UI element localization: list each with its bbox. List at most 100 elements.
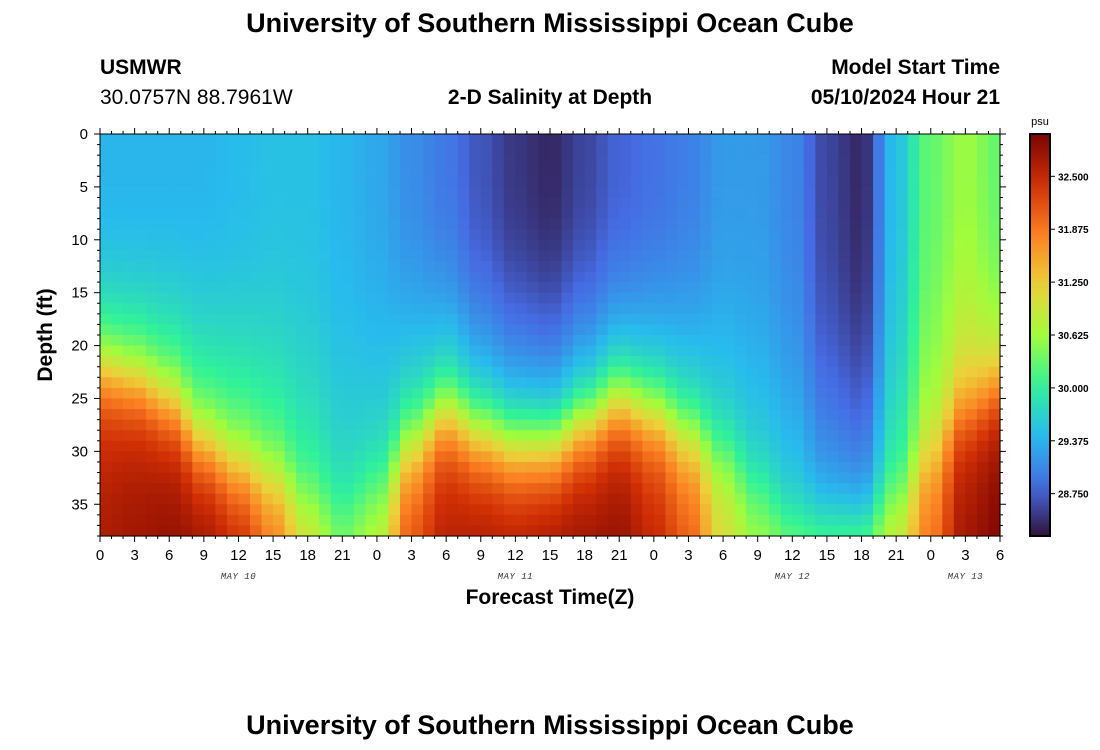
heatmap-cell [815, 292, 828, 304]
heatmap-cell [746, 144, 759, 156]
heatmap-cell [388, 335, 401, 347]
heatmap-cell [411, 504, 424, 516]
heatmap-cell [411, 398, 424, 410]
heatmap-cell [434, 504, 447, 516]
heatmap-cell [111, 366, 124, 378]
heatmap-cell [700, 303, 713, 315]
heatmap-cell [180, 387, 193, 400]
heatmap-cell [515, 345, 528, 357]
heatmap-cell [653, 345, 666, 357]
heatmap-cell [711, 356, 724, 368]
heatmap-cell [284, 218, 297, 230]
heatmap-cell [342, 155, 355, 167]
heatmap-cell [480, 208, 493, 220]
heatmap-cell [815, 461, 828, 474]
heatmap-cell [619, 176, 632, 188]
heatmap-cell [446, 430, 459, 442]
heatmap-cell [238, 493, 251, 505]
heatmap-cell [388, 377, 401, 389]
heatmap-cell [411, 208, 424, 220]
heatmap-cell [584, 504, 597, 516]
heatmap-cell [284, 292, 297, 304]
heatmap-cell [965, 472, 978, 484]
heatmap-cell [676, 260, 690, 273]
heatmap-cell [111, 387, 124, 400]
heatmap-cell [434, 303, 447, 315]
heatmap-cell [757, 483, 770, 495]
heatmap-cell [780, 366, 793, 378]
heatmap-cell [826, 176, 840, 188]
heatmap-cell [388, 155, 401, 167]
heatmap-cell [226, 493, 240, 505]
heatmap-cell [792, 472, 805, 484]
heatmap-cell [515, 208, 528, 220]
heatmap-cell [942, 197, 955, 209]
heatmap-cell [688, 260, 701, 273]
x-tick-label: 21 [888, 547, 905, 564]
heatmap-cell [319, 250, 332, 262]
heatmap-cell [261, 239, 274, 251]
heatmap-cell [423, 345, 436, 357]
heatmap-cell [134, 335, 147, 347]
heatmap-cell [596, 430, 609, 442]
heatmap-cell [376, 292, 390, 304]
heatmap-cell [700, 282, 713, 294]
heatmap-cell [446, 472, 459, 484]
heatmap-cell [365, 176, 378, 188]
heatmap-cell [953, 472, 966, 484]
heatmap-cell [711, 514, 724, 527]
heatmap-cell [169, 387, 182, 400]
heatmap-cell [676, 218, 690, 230]
heatmap-cell [896, 440, 909, 452]
heatmap-cell [226, 239, 240, 251]
heatmap-cell [942, 451, 955, 463]
heatmap-cell [353, 356, 366, 368]
heatmap-cells [100, 134, 1001, 537]
heatmap-cell [250, 282, 263, 294]
heatmap-cell [515, 356, 528, 368]
heatmap-cell [226, 430, 240, 442]
heatmap-cell [630, 440, 643, 452]
heatmap-cell [723, 271, 736, 283]
heatmap-cell [353, 303, 366, 315]
heatmap-cell [769, 282, 782, 294]
heatmap-cell [215, 514, 228, 527]
heatmap-cell [850, 472, 863, 484]
heatmap-cell [965, 504, 978, 516]
heatmap-cell [850, 313, 863, 326]
heatmap-cell [365, 324, 378, 336]
heatmap-cell [792, 134, 805, 146]
heatmap-cell [619, 493, 632, 505]
heatmap-cell [607, 525, 620, 537]
heatmap-cell [942, 514, 955, 527]
heatmap-cell [192, 239, 205, 251]
heatmap-cell [757, 155, 770, 167]
heatmap-cell [388, 229, 401, 241]
heatmap-cell [157, 430, 170, 442]
heatmap-cell [746, 409, 759, 421]
heatmap-cell [515, 409, 528, 421]
heatmap-cell [157, 514, 170, 527]
heatmap-cell [180, 525, 193, 537]
heatmap-cell [850, 176, 863, 188]
heatmap-cell [307, 525, 320, 537]
heatmap-cell [780, 134, 793, 146]
heatmap-cell [388, 144, 401, 156]
heatmap-cell [780, 186, 793, 199]
heatmap-cell [538, 292, 551, 304]
heatmap-cell [480, 176, 493, 188]
heatmap-cell [538, 493, 551, 505]
heatmap-cell [619, 303, 632, 315]
heatmap-cell [169, 282, 182, 294]
heatmap-cell [261, 493, 274, 505]
heatmap-cell [873, 176, 886, 188]
heatmap-cell [723, 335, 736, 347]
heatmap-cell [896, 282, 909, 294]
heatmap-cell [700, 440, 713, 452]
heatmap-cell [203, 366, 216, 378]
heatmap-cell [342, 398, 355, 410]
heatmap-cell [457, 483, 470, 495]
heatmap-cell [169, 525, 182, 537]
heatmap-cell [157, 144, 170, 156]
heatmap-cell [976, 208, 990, 220]
